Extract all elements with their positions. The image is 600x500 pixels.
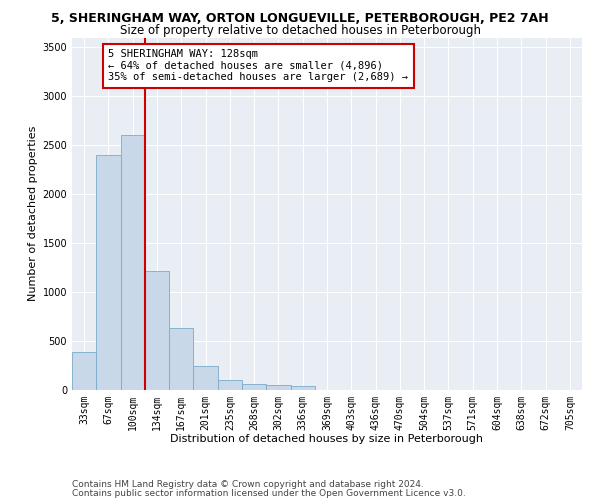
Text: 5, SHERINGHAM WAY, ORTON LONGUEVILLE, PETERBOROUGH, PE2 7AH: 5, SHERINGHAM WAY, ORTON LONGUEVILLE, PE… <box>51 12 549 26</box>
Bar <box>96 155 121 390</box>
Bar <box>218 380 242 390</box>
Y-axis label: Number of detached properties: Number of detached properties <box>28 126 38 302</box>
X-axis label: Distribution of detached houses by size in Peterborough: Distribution of detached houses by size … <box>170 434 484 444</box>
Bar <box>193 366 218 390</box>
Bar <box>290 386 315 390</box>
Bar <box>169 328 193 390</box>
Text: Size of property relative to detached houses in Peterborough: Size of property relative to detached ho… <box>119 24 481 37</box>
Bar <box>121 136 145 390</box>
Bar <box>266 384 290 390</box>
Text: Contains public sector information licensed under the Open Government Licence v3: Contains public sector information licen… <box>72 488 466 498</box>
Text: Contains HM Land Registry data © Crown copyright and database right 2024.: Contains HM Land Registry data © Crown c… <box>72 480 424 489</box>
Bar <box>72 352 96 390</box>
Bar <box>145 270 169 390</box>
Bar <box>242 384 266 390</box>
Text: 5 SHERINGHAM WAY: 128sqm
← 64% of detached houses are smaller (4,896)
35% of sem: 5 SHERINGHAM WAY: 128sqm ← 64% of detach… <box>109 50 409 82</box>
